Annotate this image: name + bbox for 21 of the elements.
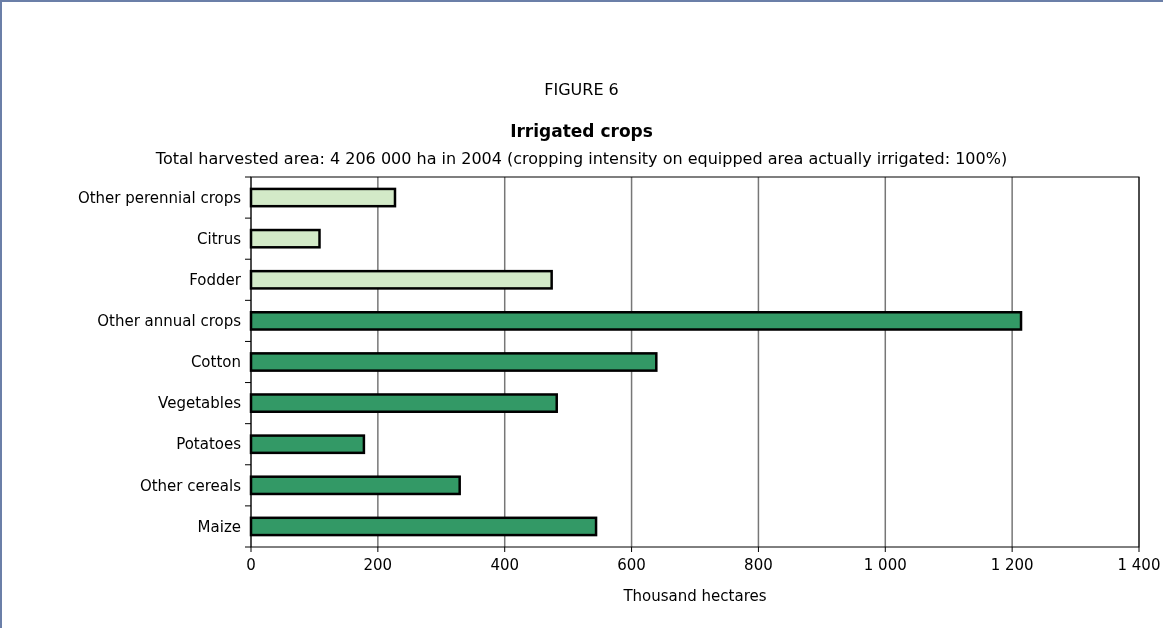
- y-tick-label: Vegetables: [158, 394, 242, 413]
- y-tick-label: Other perennial crops: [77, 188, 242, 207]
- x-tick-label: 400: [490, 556, 520, 574]
- x-tick-label: 0: [246, 556, 256, 574]
- y-tick-label: Fodder: [189, 271, 242, 290]
- y-tick-label: Other cereals: [139, 476, 242, 495]
- x-tick-label: 1 200: [990, 556, 1034, 574]
- y-tick-label: Maize: [197, 517, 241, 536]
- x-tick-label: 600: [617, 556, 646, 574]
- x-tick-label: 1 400: [1117, 556, 1161, 574]
- y-tick-label: Citrus: [196, 229, 242, 248]
- y-tick-label: Other annual crops: [97, 312, 242, 331]
- x-axis-title: Thousand hectares: [622, 587, 767, 605]
- chart-subtitle: Total harvested area: 4 206 000 ha in 2004 (cropping intensity on equipped area actually irrigated: 100%): [154, 149, 1008, 168]
- y-tick-label: Potatoes: [176, 435, 242, 454]
- x-tick-label: 200: [363, 556, 393, 574]
- chart-title: Irrigated crops: [510, 121, 653, 141]
- y-tick-label: Cotton: [190, 353, 241, 372]
- x-tick-label: 800: [744, 556, 773, 574]
- x-tick-label: 1 000: [863, 556, 907, 574]
- caption: FIGURE 6: [544, 80, 619, 99]
